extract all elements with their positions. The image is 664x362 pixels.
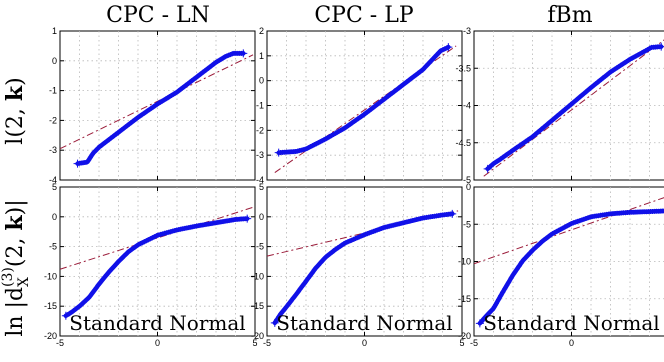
x-tick-label: -5 (263, 338, 271, 348)
reference-line (59, 206, 256, 270)
reference-line (473, 197, 664, 265)
qq-data-band (272, 211, 455, 326)
y-tick-label: -3 (49, 145, 57, 155)
y-tick-label: -15 (251, 301, 264, 311)
column-title-fbm: fBm (547, 3, 592, 28)
y-tick-label: 0 (259, 76, 264, 86)
reference-line (59, 54, 254, 150)
y-tick-label: -4 (256, 175, 264, 185)
y-tick-label: -3.5 (455, 63, 471, 73)
y-tick-label: -10 (44, 271, 57, 281)
y-tick-label: -20 (458, 331, 471, 341)
qq-end-marker (270, 318, 279, 327)
qq-panel-0-2: -3 -3.5 -4 -4.5 -5 (455, 26, 664, 185)
x-axis-label: Standard Normal (69, 311, 245, 335)
y-tick-label: -4 (463, 101, 471, 111)
y-tick-label: 0 (466, 182, 471, 192)
qq-end-marker (73, 159, 82, 168)
qq-panel-0-1: 2 1 0 -1 -2 -3 -4 (256, 26, 463, 185)
y-tick-label: 1 (52, 26, 57, 36)
y-tick-label: 5 (52, 182, 57, 192)
qq-end-marker (475, 319, 484, 328)
y-tick-label: -3 (463, 26, 471, 36)
x-axis-label: Standard Normal (276, 311, 452, 335)
qq-end-marker (483, 164, 492, 173)
y-tick-label: -1 (256, 101, 264, 111)
x-axis-label: Standard Normal (483, 311, 659, 335)
y-tick-label: 2 (259, 26, 264, 36)
column-title-cpc-lp: CPC - LP (314, 3, 413, 28)
qq-end-marker (274, 148, 283, 157)
x-tick-label: -5 (470, 338, 478, 348)
row-label-ln-dx: ln |dX(3)(2, k)| (0, 199, 32, 336)
qq-data-band (485, 44, 664, 172)
y-tick-label: -4 (49, 175, 57, 185)
x-tick-label: 0 (155, 338, 160, 348)
x-tick-label: 0 (362, 338, 367, 348)
plot-frame (59, 186, 256, 337)
y-tick-label: -5 (463, 175, 471, 185)
y-tick-label: -15 (44, 301, 57, 311)
y-tick-label: -20 (44, 331, 57, 341)
y-tick-label: 1 (259, 51, 264, 61)
x-tick-label: 5 (252, 338, 257, 348)
y-tick-label: -2 (256, 125, 264, 135)
y-tick-label: 5 (259, 182, 264, 192)
qq-data-band (63, 216, 250, 318)
reference-line (483, 39, 664, 177)
y-tick-label: 0 (52, 212, 57, 222)
reference-line (266, 210, 459, 257)
row-label-l2k: l(2, k) (2, 77, 28, 144)
y-tick-label: -15 (458, 294, 471, 304)
qq-end-marker (444, 43, 453, 52)
y-tick-label: -20 (251, 331, 264, 341)
y-tick-label: -5 (49, 242, 57, 252)
qq-end-marker (239, 49, 248, 58)
x-tick-label: -5 (56, 338, 64, 348)
qq-end-marker (243, 214, 252, 223)
plot-frame (266, 186, 463, 337)
y-tick-label: -10 (458, 257, 471, 267)
y-tick-label: -3 (256, 150, 264, 160)
y-tick-label: -5 (463, 219, 471, 229)
qq-end-marker (61, 311, 70, 320)
qq-data-band (477, 208, 664, 326)
qq-data-band (75, 51, 246, 166)
column-title-cpc-ln: CPC - LN (106, 3, 210, 28)
qq-end-marker (448, 209, 457, 218)
y-tick-label: 0 (259, 212, 264, 222)
y-tick-label: -5 (256, 242, 264, 252)
y-tick-label: -1 (49, 86, 57, 96)
y-tick-label: -10 (251, 271, 264, 281)
qq-panel-0-0: 1 0 -1 -2 -3 -4 (49, 26, 256, 185)
qq-data-band (276, 44, 451, 155)
y-tick-label: -2 (49, 115, 57, 125)
y-tick-label: 0 (52, 56, 57, 66)
y-tick-label: -4.5 (455, 138, 471, 148)
x-tick-label: 5 (459, 338, 464, 348)
x-tick-label: 0 (569, 338, 574, 348)
